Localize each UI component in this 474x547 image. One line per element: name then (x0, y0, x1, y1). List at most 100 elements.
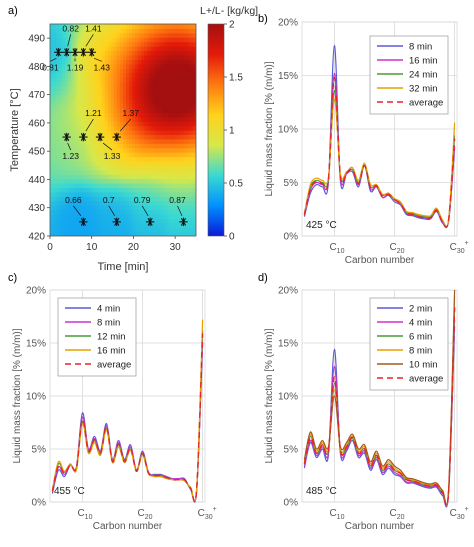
heatmap-cell (62, 54, 66, 60)
heatmap-cell (56, 209, 60, 215)
heatmap-cell (156, 147, 161, 153)
heatmap-cell (53, 81, 57, 87)
heatmap-cell (147, 152, 151, 158)
heatmap-cell (50, 28, 54, 34)
heatmap-cell (168, 28, 173, 34)
heatmap-cell (65, 209, 69, 215)
heatmap-cell (132, 130, 136, 136)
heatmap-cell (159, 209, 164, 215)
heatmap-cell (177, 134, 182, 140)
heatmap-cell (174, 37, 179, 43)
heatmap-cell (104, 138, 109, 144)
heatmap-cell (68, 183, 72, 189)
heatmap-cell (156, 103, 161, 109)
heatmap-cell (180, 46, 185, 52)
heatmap-cell (153, 169, 158, 175)
heatmap-cell (113, 107, 118, 113)
heatmap-cell (126, 147, 130, 153)
heatmap-cell (86, 138, 91, 144)
heatmap-cell (92, 147, 97, 153)
heatmap-cell (168, 46, 173, 52)
heatmap-cell (129, 63, 133, 69)
heatmap-cell (186, 46, 191, 52)
heatmap-cell (129, 99, 133, 105)
heatmap-cell (80, 187, 85, 193)
heatmap-cell (129, 143, 133, 149)
heatmap-cell (68, 222, 72, 228)
heatmap-cell (59, 130, 63, 136)
heatmap-cell (95, 99, 100, 105)
heatmap-cell (101, 59, 106, 65)
heatmap-cell (156, 200, 161, 206)
heatmap-cell (65, 187, 69, 193)
heatmap-cell (62, 205, 66, 211)
heatmap-cell (116, 116, 121, 122)
heatmap-cell (86, 77, 91, 83)
heatmap-cell (74, 32, 78, 38)
heatmap-cell (59, 63, 63, 69)
y-tick-label: 430 (28, 203, 45, 214)
heatmap-cell (180, 107, 185, 113)
heatmap-cell (186, 121, 191, 127)
heatmap-cell (168, 24, 173, 30)
heatmap-cell (107, 72, 112, 78)
heatmap-cell (59, 99, 63, 105)
x-tick-label: 0 (47, 242, 53, 253)
heatmap-cell (86, 37, 91, 43)
heatmap-cell (113, 59, 118, 65)
heatmap-cell (183, 112, 188, 118)
heatmap-cell (86, 63, 91, 69)
heatmap-cell (50, 50, 54, 56)
heatmap-cell (50, 213, 54, 219)
heatmap-cell (74, 191, 78, 197)
heatmap-cell (171, 41, 176, 47)
heatmap-cell (80, 231, 85, 236)
heatmap-cell (71, 174, 75, 180)
heatmap-cell (104, 178, 109, 184)
heatmap-cell (189, 94, 194, 100)
heatmap-cell (71, 103, 75, 109)
heatmap-cell (144, 152, 148, 158)
heatmap-cell (92, 77, 97, 83)
heatmap-cell (174, 134, 179, 140)
heatmap-cell (107, 196, 112, 202)
heatmap-cell (107, 200, 112, 206)
x-tick-label: 20 (128, 242, 140, 253)
heatmap-cell (159, 121, 164, 127)
y-tick-label: 440 (28, 175, 45, 186)
heatmap-cell (180, 121, 185, 127)
heatmap-cell (171, 72, 176, 78)
heatmap-cell (92, 231, 97, 236)
heatmap-cell (153, 116, 158, 122)
heatmap-cell (107, 94, 112, 100)
heatmap-cell (113, 187, 118, 193)
heatmap-cell (186, 218, 191, 224)
heatmap-cell (110, 94, 115, 100)
heatmap-cell (132, 125, 136, 131)
heatmap-cell (77, 50, 82, 56)
heatmap-cell (192, 222, 196, 228)
heatmap-cell (104, 24, 109, 30)
heatmap-cell (123, 138, 127, 144)
heatmap-cell (180, 28, 185, 34)
heatmap-cell (180, 134, 185, 140)
heatmap-cell (53, 46, 57, 52)
heatmap-cell (162, 152, 167, 158)
heatmap-cell (168, 32, 173, 38)
heatmap-cell (153, 174, 158, 180)
heatmap-cell (107, 178, 112, 184)
heatmap-cell (132, 103, 136, 109)
measurement-point (70, 48, 80, 57)
heatmap-cell (95, 54, 100, 60)
heatmap-cell (77, 143, 82, 149)
heatmap-cell (59, 54, 63, 60)
heatmap-cell (50, 156, 54, 162)
point-value-label: 1.19 (67, 62, 84, 72)
heatmap-cell (144, 147, 148, 153)
measurement-point (87, 48, 96, 57)
heatmap-cell (83, 94, 88, 100)
heatmap-cell (192, 50, 196, 56)
heatmap-cell (129, 41, 133, 47)
heatmap-cell (183, 200, 188, 206)
heatmap-cell (168, 37, 173, 43)
